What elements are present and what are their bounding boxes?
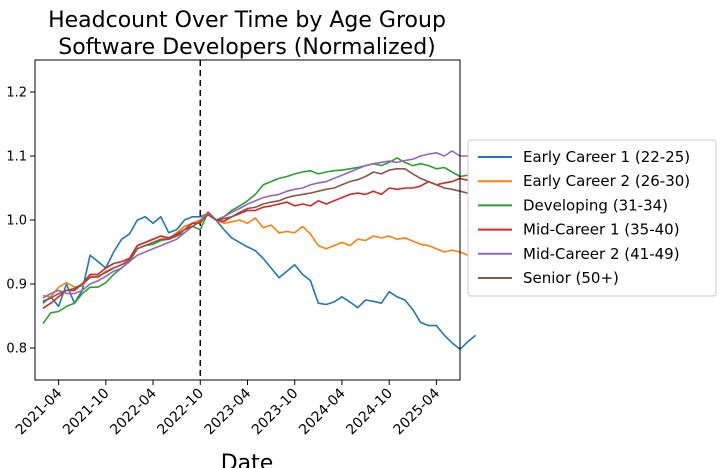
y-tick-label: 1.0 <box>6 214 27 229</box>
series-group <box>42 150 477 351</box>
series-line-4 <box>42 173 477 309</box>
series-line-1 <box>42 212 477 351</box>
y-tick-label: 1.2 <box>6 86 27 101</box>
legend-label: Mid-Career 2 (41-49) <box>523 245 680 263</box>
series-line-5 <box>42 150 477 299</box>
legend-label: Mid-Career 1 (35-40) <box>523 221 680 239</box>
y-tick-label: 0.9 <box>6 278 27 293</box>
x-tick-label: 2025-04 <box>391 385 444 438</box>
x-tick-label: 2021-04 <box>13 385 66 438</box>
legend-label: Early Career 1 (22-25) <box>523 148 690 166</box>
plot-frame <box>34 59 461 381</box>
legend-frame <box>467 139 717 297</box>
x-axis-label: Date <box>221 451 274 468</box>
series-line-3 <box>42 157 477 325</box>
x-tick-label: 2022-10 <box>154 386 207 439</box>
chart-subtitle: Software Developers (Normalized) <box>58 35 436 60</box>
legend-label: Senior (50+) <box>523 269 619 287</box>
legend-label: Developing (31-34) <box>523 196 668 214</box>
x-tick-label: 2024-10 <box>343 386 396 439</box>
x-tick-label: 2023-04 <box>202 385 255 438</box>
x-tick-label: 2021-10 <box>60 386 113 439</box>
y-tick-label: 1.1 <box>6 150 27 165</box>
chart-title: Headcount Over Time by Age Group <box>48 8 446 33</box>
x-tick-label: 2022-04 <box>107 385 160 438</box>
legend: Early Career 1 (22-25) Early Career 2 (26… <box>467 139 717 297</box>
y-tick-label: 0.8 <box>6 342 27 357</box>
x-tick-label: 2024-04 <box>296 385 349 438</box>
legend-label: Early Career 2 (26-30) <box>523 172 690 190</box>
series-line-6 <box>42 168 476 303</box>
x-tick-label: 2023-10 <box>249 386 302 439</box>
axes: 0.8 0.9 1.0 1.1 1.2 2021-042021-102022-042022… <box>6 59 461 439</box>
